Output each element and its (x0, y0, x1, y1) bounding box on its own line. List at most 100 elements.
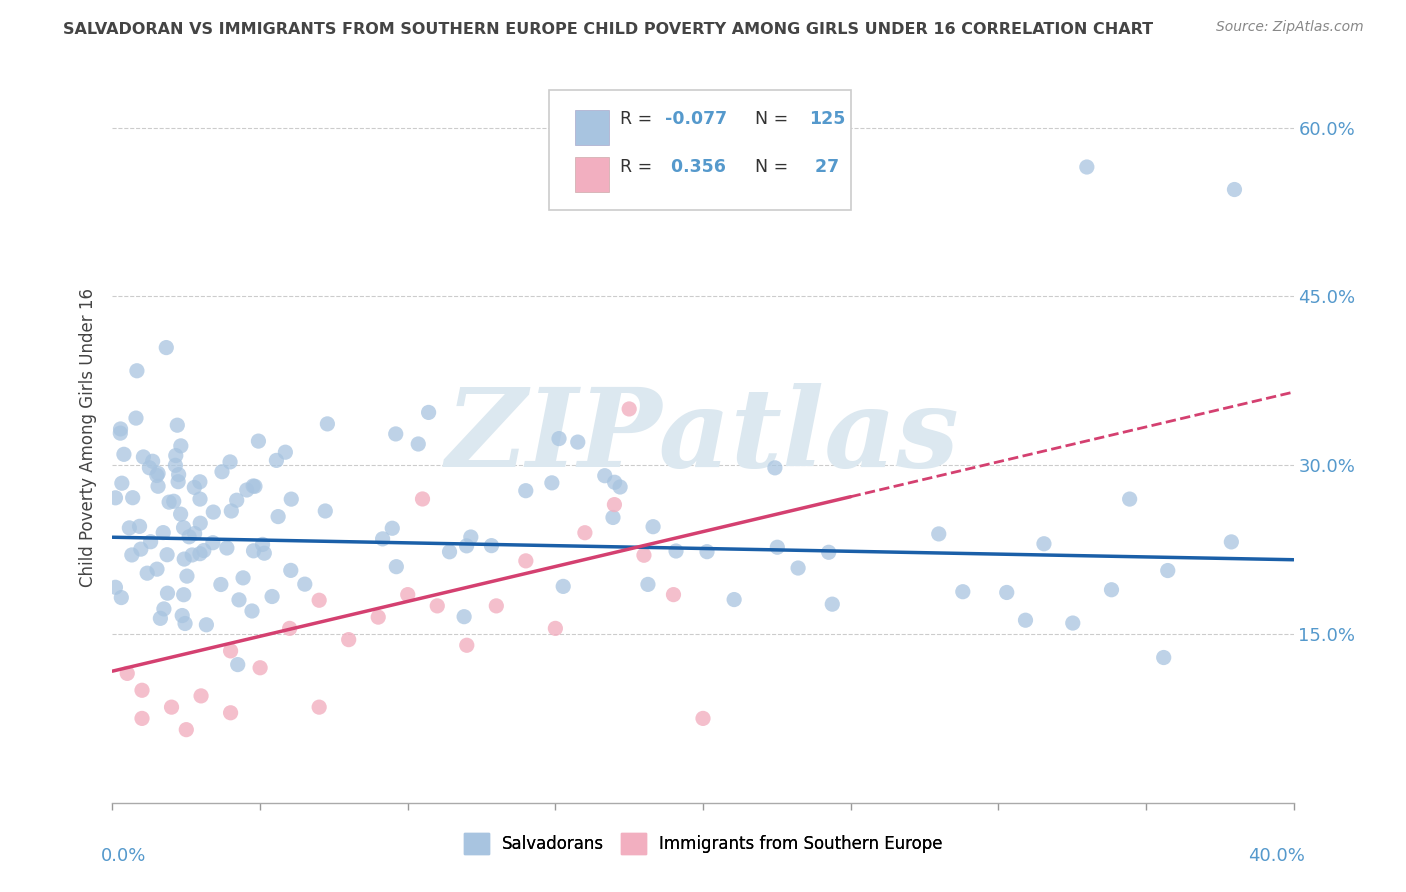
Point (219, 455, 242, 469)
Point (188, 492, 211, 507)
Point (553, 579, 575, 593)
Point (131, 683, 153, 698)
Point (411, 491, 433, 506)
Point (548, 432, 571, 446)
Point (247, 434, 270, 449)
Point (367, 610, 389, 624)
Point (183, 480, 205, 494)
Point (146, 562, 169, 576)
Point (262, 590, 284, 604)
Text: Source: ZipAtlas.com: Source: ZipAtlas.com (1216, 20, 1364, 34)
Point (166, 418, 188, 433)
Point (453, 609, 475, 624)
Point (316, 417, 339, 431)
Point (723, 592, 745, 607)
Point (173, 552, 195, 566)
Point (952, 584, 974, 599)
Point (252, 537, 274, 551)
Point (167, 467, 190, 482)
Point (439, 545, 461, 559)
Point (153, 602, 176, 616)
Point (226, 657, 249, 672)
Point (125, 411, 148, 425)
Point (274, 445, 297, 459)
Point (574, 525, 596, 540)
Point (176, 569, 198, 583)
Point (1033, 537, 1056, 551)
Point (665, 544, 688, 558)
Point (603, 475, 626, 490)
Point (110, 591, 132, 605)
Point (1153, 650, 1175, 665)
Point (1157, 564, 1180, 578)
Text: 27: 27 (810, 158, 839, 176)
Point (167, 475, 190, 489)
Point (129, 542, 152, 557)
Point (221, 504, 243, 518)
Point (131, 711, 153, 725)
FancyBboxPatch shape (550, 90, 851, 211)
Point (280, 492, 302, 507)
Point (1062, 615, 1084, 630)
Point (104, 580, 127, 594)
Point (188, 516, 211, 531)
Point (117, 666, 138, 681)
Point (267, 509, 290, 524)
Point (215, 541, 238, 555)
Point (173, 588, 195, 602)
Point (1101, 582, 1123, 597)
Legend: Salvadorans, Immigrants from Southern Europe: Salvadorans, Immigrants from Southern Eu… (457, 827, 949, 860)
Text: 0.0%: 0.0% (101, 847, 146, 864)
Point (181, 548, 204, 562)
Point (139, 534, 162, 549)
Point (696, 544, 718, 558)
Point (481, 539, 503, 553)
Point (1076, 160, 1098, 174)
Point (1118, 491, 1140, 506)
Point (211, 465, 233, 479)
Point (160, 700, 183, 714)
Point (236, 483, 259, 497)
Point (371, 532, 394, 546)
Point (146, 468, 169, 483)
Point (152, 525, 174, 540)
Point (294, 577, 316, 591)
Point (426, 599, 449, 613)
Text: SALVADORAN VS IMMIGRANTS FROM SOUTHERN EUROPE CHILD POVERTY AMONG GIRLS UNDER 16: SALVADORAN VS IMMIGRANTS FROM SOUTHERN E… (63, 22, 1153, 37)
Point (146, 467, 169, 481)
Point (406, 437, 429, 451)
Point (609, 480, 631, 494)
Point (228, 592, 250, 607)
Point (456, 539, 478, 553)
Point (111, 476, 134, 491)
Point (485, 599, 508, 613)
Point (190, 689, 212, 703)
Point (1220, 535, 1243, 549)
Point (132, 450, 155, 464)
Point (136, 566, 159, 581)
Point (121, 491, 143, 505)
Point (155, 341, 177, 355)
Point (817, 545, 839, 559)
Point (128, 519, 150, 533)
Point (243, 479, 266, 493)
Point (174, 723, 197, 737)
Point (280, 563, 302, 577)
Point (1014, 613, 1036, 627)
Point (138, 460, 160, 475)
Point (662, 588, 685, 602)
Point (142, 454, 165, 468)
Point (515, 483, 537, 498)
Point (603, 498, 626, 512)
Text: 40.0%: 40.0% (1249, 847, 1305, 864)
Y-axis label: Child Poverty Among Girls Under 16: Child Poverty Among Girls Under 16 (79, 287, 97, 587)
Point (225, 493, 247, 508)
Point (385, 559, 408, 574)
Point (567, 435, 589, 450)
Point (146, 479, 169, 493)
Point (602, 510, 624, 524)
Point (1223, 182, 1246, 196)
Point (183, 526, 205, 541)
Point (619, 401, 641, 416)
Point (193, 543, 215, 558)
